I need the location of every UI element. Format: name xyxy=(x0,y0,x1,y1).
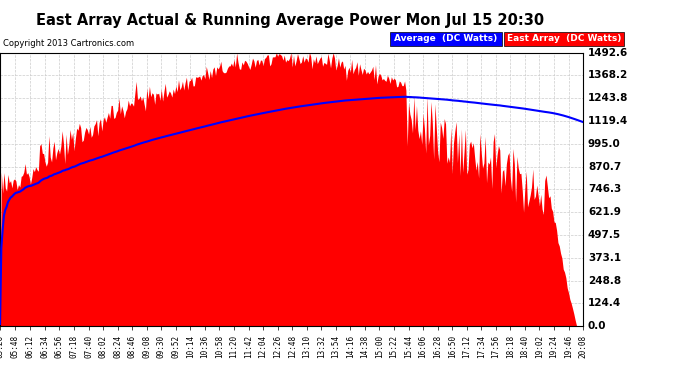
Text: 621.9: 621.9 xyxy=(588,207,621,217)
Text: 1119.4: 1119.4 xyxy=(588,116,628,126)
Text: 124.4: 124.4 xyxy=(588,298,621,308)
Text: 995.0: 995.0 xyxy=(588,139,620,149)
Text: 746.3: 746.3 xyxy=(588,184,621,194)
Text: 1368.2: 1368.2 xyxy=(588,70,628,80)
Text: Copyright 2013 Cartronics.com: Copyright 2013 Cartronics.com xyxy=(3,39,135,48)
Text: 0.0: 0.0 xyxy=(588,321,607,331)
Text: 497.5: 497.5 xyxy=(588,230,621,240)
Text: 1492.6: 1492.6 xyxy=(588,48,628,57)
Text: East Array Actual & Running Average Power Mon Jul 15 20:30: East Array Actual & Running Average Powe… xyxy=(36,13,544,28)
Text: 1243.8: 1243.8 xyxy=(588,93,629,103)
Text: 248.8: 248.8 xyxy=(588,276,621,286)
Text: 870.7: 870.7 xyxy=(588,162,621,171)
Text: East Array  (DC Watts): East Array (DC Watts) xyxy=(507,34,621,43)
Text: 373.1: 373.1 xyxy=(588,253,621,263)
Text: Average  (DC Watts): Average (DC Watts) xyxy=(395,34,497,43)
